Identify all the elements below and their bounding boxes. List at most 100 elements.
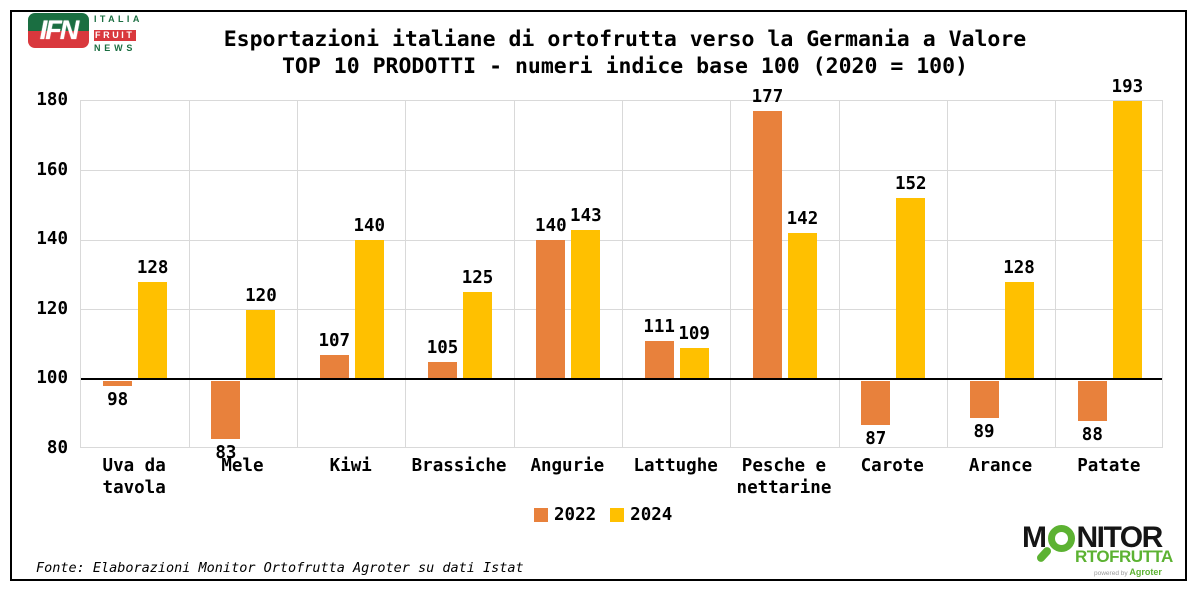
agroter-wordmark: Agroter (1129, 567, 1162, 577)
bar-2022-mele (211, 381, 241, 439)
bar-2024-arance (1004, 281, 1034, 380)
bar-2024-mele (246, 309, 276, 380)
category-label-mele: Mele (221, 456, 264, 476)
gridline-x-8 (946, 101, 948, 447)
ifn-logo: IFN ITALIA FRUIT NEWS (28, 13, 143, 54)
ifn-caption-fruit: FRUIT (94, 30, 136, 41)
frame-border (10, 10, 1187, 581)
y-tick-label-80: 80 (46, 438, 68, 458)
x-axis-category-labels: Uva da tavola Mele Kiwi Brassiche Angurie Lat… (80, 456, 1163, 502)
category-label-kiwi: Kiwi (329, 456, 372, 476)
bar-chart-plot-area: 98 83 107 105 140 111 177 87 89 88 128 120 140 125 143… (80, 77, 1163, 463)
monitor-logo-m: M (1022, 521, 1047, 554)
bar-value-2022-2: 107 (318, 331, 351, 352)
bar-value-2024-6: 142 (786, 209, 819, 230)
ifn-caption-italia: ITALIA (94, 14, 143, 24)
gridline-x-9 (1055, 101, 1057, 447)
legend-label-2022: 2022 (554, 505, 597, 525)
bar-2024-lattughe (679, 348, 709, 380)
bar-value-2024-5: 109 (678, 324, 710, 345)
bar-2022-angurie (536, 240, 566, 380)
category-label-uva-da-tavola: Uva da tavola (102, 456, 166, 498)
gridline-y-140 (81, 239, 1162, 241)
bar-2024-carote (896, 198, 926, 380)
bar-2022-uva-da-tavola (103, 381, 133, 387)
magnifier-icon (1034, 524, 1075, 563)
legend-swatch-2022 (534, 508, 548, 522)
bar-value-2024-4: 143 (570, 205, 602, 226)
category-label-patate: Patate (1077, 456, 1141, 476)
ifn-logo-green-half (28, 13, 89, 31)
gridline-y-120 (81, 309, 1162, 311)
bar-value-2024-0: 128 (136, 257, 169, 278)
bar-value-2024-8: 128 (1003, 257, 1035, 278)
gridline-y-160 (81, 170, 1162, 172)
monitor-ortofrutta-logo: M NITOR RTOFRUTTA powered by Agroter (1022, 521, 1173, 578)
y-tick-label-140: 140 (36, 229, 68, 250)
bar-value-2022-5: 111 (643, 317, 675, 338)
legend-item-2024: 2024 (610, 505, 672, 525)
bar-2024-patate (1112, 101, 1142, 380)
bar-value-2024-3: 125 (461, 268, 494, 289)
magnifier-ring (1047, 524, 1075, 552)
y-tick-label-180: 180 (36, 90, 68, 110)
monitor-logo-powered-by: powered by Agroter (1094, 567, 1162, 577)
bar-2022-kiwi (319, 355, 349, 380)
monitor-logo-nitor: NITOR (1076, 521, 1164, 554)
monitor-logo-row1: M NITOR (1022, 521, 1173, 563)
bar-2024-angurie (571, 229, 601, 380)
bar-value-2022-3: 105 (426, 338, 459, 358)
category-label-carote: Carote (860, 456, 924, 476)
ifn-caption-news: NEWS (94, 43, 137, 53)
gridline-x-6 (730, 101, 732, 447)
y-tick-label-160: 160 (36, 159, 68, 180)
category-label-arance: Arance (968, 456, 1033, 476)
ifn-logo-box: IFN (28, 13, 89, 48)
category-label-brassiche: Brassiche (411, 456, 507, 476)
legend-item-2022: 2022 (534, 505, 596, 525)
source-note: Fonte: Elaborazioni Monitor Ortofrutta A… (36, 560, 524, 576)
bar-2022-brassiche (428, 362, 458, 380)
bar-2024-kiwi (354, 240, 384, 380)
bar-2022-patate (1077, 381, 1107, 422)
bar-2022-arance (969, 381, 999, 418)
bar-value-2024-1: 120 (245, 285, 277, 306)
bar-value-2022-0: 98 (107, 390, 129, 411)
legend-swatch-2024 (610, 508, 625, 522)
bar-value-2022-9: 88 (1081, 425, 1103, 446)
bar-value-2022-8: 89 (973, 421, 995, 442)
ifn-logo-red-half (28, 30, 89, 48)
gridline-x-2 (297, 101, 299, 447)
bar-value-2022-4: 140 (535, 216, 567, 237)
bar-value-2022-7: 87 (865, 428, 887, 449)
ifn-logo-text: IFN (39, 15, 80, 45)
chart-legend: 2022 2024 (534, 505, 672, 525)
bar-2022-carote (861, 381, 891, 425)
category-label-angurie: Angurie (530, 456, 605, 476)
bar-2024-uva-da-tavola (138, 281, 168, 380)
monitor-logo-rtofrutta: RTOFRUTTA (1075, 547, 1173, 566)
chart-title-line2: TOP 10 PRODOTTI - numeri indice base 100… (281, 54, 969, 79)
bar-value-2022-1: 83 (215, 442, 237, 463)
bar-value-2022-6: 177 (751, 87, 784, 108)
gridline-x-5 (622, 101, 623, 447)
bar-2024-pesche-e-nettarine (787, 233, 817, 380)
bar-value-2024-2: 140 (353, 216, 386, 237)
bar-value-2024-9: 193 (1111, 77, 1144, 97)
y-tick-label-120: 120 (36, 298, 68, 319)
category-label-lattughe: Lattughe (633, 456, 718, 476)
gridline-x-7 (838, 101, 840, 447)
ifn-logo-caption: ITALIA FRUIT NEWS (94, 13, 143, 54)
bar-value-2024-7: 152 (894, 174, 927, 195)
gridline-x-1 (188, 101, 190, 447)
category-label-pesche-e-nettarine: Pesche e nettarine (736, 456, 832, 498)
bar-2024-brassiche (463, 292, 493, 380)
bar-2022-lattughe (644, 341, 674, 380)
gridline-x-3 (405, 101, 407, 447)
legend-label-2024: 2024 (630, 505, 673, 525)
chart-title: Esportazioni italiane di ortofrutta vers… (150, 26, 1100, 80)
gridline-x-4 (513, 101, 515, 447)
bar-2022-pesche-e-nettarine (752, 111, 782, 380)
baseline-100 (81, 378, 1162, 381)
